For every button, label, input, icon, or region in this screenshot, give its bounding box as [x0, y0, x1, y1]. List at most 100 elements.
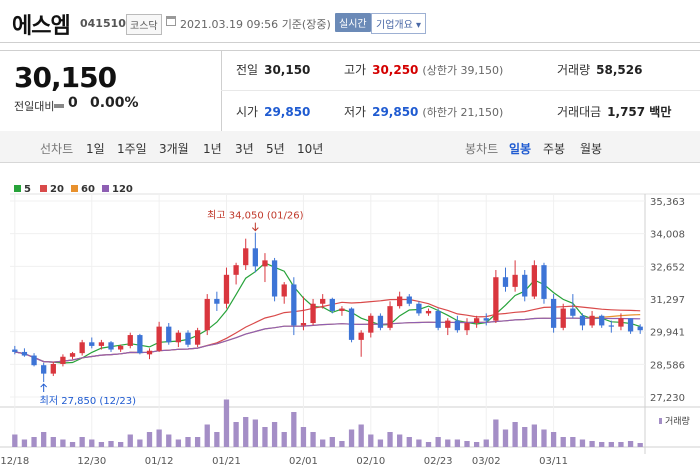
candle-daily[interactable]: 일봉 — [509, 142, 532, 156]
volume-bar — [531, 424, 538, 447]
candle-body — [146, 350, 153, 355]
volume-bar — [262, 427, 268, 447]
period-10y[interactable]: 10년 — [297, 142, 324, 156]
volume-bar — [329, 437, 335, 447]
period-3y[interactable]: 3년 — [235, 142, 254, 156]
volume-bar — [618, 442, 624, 447]
ma20-line — [14, 298, 641, 363]
volume-bar — [550, 432, 557, 447]
period-3m[interactable]: 3개월 — [159, 142, 189, 156]
volume-bar — [146, 432, 153, 447]
divider — [0, 42, 700, 43]
period-1w[interactable]: 1주일 — [117, 142, 147, 156]
x-tick-label: 02/23 — [424, 456, 453, 467]
volume-bar — [300, 427, 307, 447]
high-annotation: 최고 34,050 (01/26) — [207, 210, 303, 222]
candle-body — [531, 265, 538, 297]
candle-body — [320, 298, 326, 304]
volume-bar — [12, 434, 18, 447]
volume-bar — [570, 437, 576, 447]
volume-bar — [435, 437, 441, 447]
candle-body — [435, 310, 441, 328]
candle-body — [464, 323, 470, 331]
candle-body — [108, 342, 114, 350]
volume-bar — [281, 432, 287, 447]
turnover: 거래대금 1,757 백만 — [557, 105, 672, 119]
volume-bar — [522, 427, 528, 447]
legend-ma5: 5 — [14, 184, 31, 195]
volume-bar — [185, 437, 191, 447]
stock-name: 에스엠 — [12, 14, 71, 39]
candle-body — [608, 325, 614, 327]
period-5y[interactable]: 5년 — [266, 142, 285, 156]
volume-bar — [627, 441, 634, 447]
candle-body — [137, 335, 143, 354]
company-overview-dropdown[interactable]: 기업개요 ▾ — [371, 13, 426, 34]
candle-body — [550, 298, 557, 328]
volume-bar — [339, 441, 345, 447]
realtime-button[interactable]: 실시간 — [335, 13, 371, 32]
volume-bar — [473, 442, 480, 447]
period-1y[interactable]: 1년 — [203, 142, 222, 156]
x-tick-label: 01/21 — [212, 456, 241, 467]
candle-body — [627, 318, 634, 332]
candle-body — [512, 274, 518, 287]
open-price: 시가 29,850 — [236, 105, 311, 119]
candle-body — [637, 326, 643, 331]
legend-swatch — [71, 185, 78, 192]
change-value: 0 — [68, 95, 78, 111]
period-toolbar: 선차트 1일 1주일 3개월 1년 3년 5년 10년 봉차트 일봉 주봉 월봉 — [0, 131, 700, 163]
low-arrow — [40, 383, 48, 393]
candle-body — [310, 303, 316, 324]
candle-body — [21, 351, 28, 356]
candle-body — [329, 298, 335, 311]
volume-bar — [79, 437, 85, 447]
volume-bar — [397, 434, 403, 447]
y-tick-label: 34,008 — [650, 230, 685, 241]
volume-bar — [454, 439, 461, 447]
volume-bar — [387, 432, 393, 447]
candle-body — [570, 308, 576, 316]
volume-bar — [233, 422, 239, 447]
volume-bar — [214, 432, 220, 447]
volume-bar — [117, 442, 124, 447]
y-tick-label: 35,363 — [650, 197, 685, 208]
volume-bar — [502, 429, 509, 447]
y-tick-label: 32,652 — [650, 262, 685, 273]
volume-bar — [108, 441, 114, 447]
candle-body — [243, 248, 249, 266]
volume-bar — [483, 439, 489, 447]
volume-bar — [137, 439, 143, 447]
volume-bar — [406, 437, 412, 447]
volume-bar — [271, 422, 278, 447]
high-arrow — [251, 222, 259, 232]
candle-body — [252, 248, 258, 267]
volume-bar — [493, 419, 499, 447]
volume-bar — [127, 434, 133, 447]
stock-code: 041510 — [80, 17, 126, 30]
candle-body — [618, 318, 624, 327]
line-chart-title: 선차트 — [40, 142, 74, 156]
candle-body — [41, 365, 47, 374]
volume-bar — [223, 399, 230, 447]
current-price: 30,150 — [14, 61, 117, 94]
candle-body — [502, 277, 509, 287]
x-tick-label: 03/11 — [539, 456, 568, 467]
candle-weekly[interactable]: 주봉 — [543, 142, 566, 156]
volume-bar — [291, 412, 297, 447]
candle-body — [377, 315, 384, 328]
candle-body — [117, 345, 124, 350]
volume-bar — [50, 437, 56, 447]
candle-body — [204, 298, 210, 331]
low-annotation: 최저 27,850 (12/23) — [40, 395, 136, 407]
candle-body — [445, 320, 451, 328]
candle-body — [69, 353, 76, 357]
period-1d[interactable]: 1일 — [86, 142, 105, 156]
candle-body — [397, 296, 403, 307]
candle-body — [368, 315, 374, 333]
volume-bar — [310, 432, 316, 447]
volume-bar — [252, 419, 258, 447]
candle-monthly[interactable]: 월봉 — [580, 142, 603, 156]
volume-bar — [358, 424, 364, 447]
candle-body — [166, 326, 172, 343]
